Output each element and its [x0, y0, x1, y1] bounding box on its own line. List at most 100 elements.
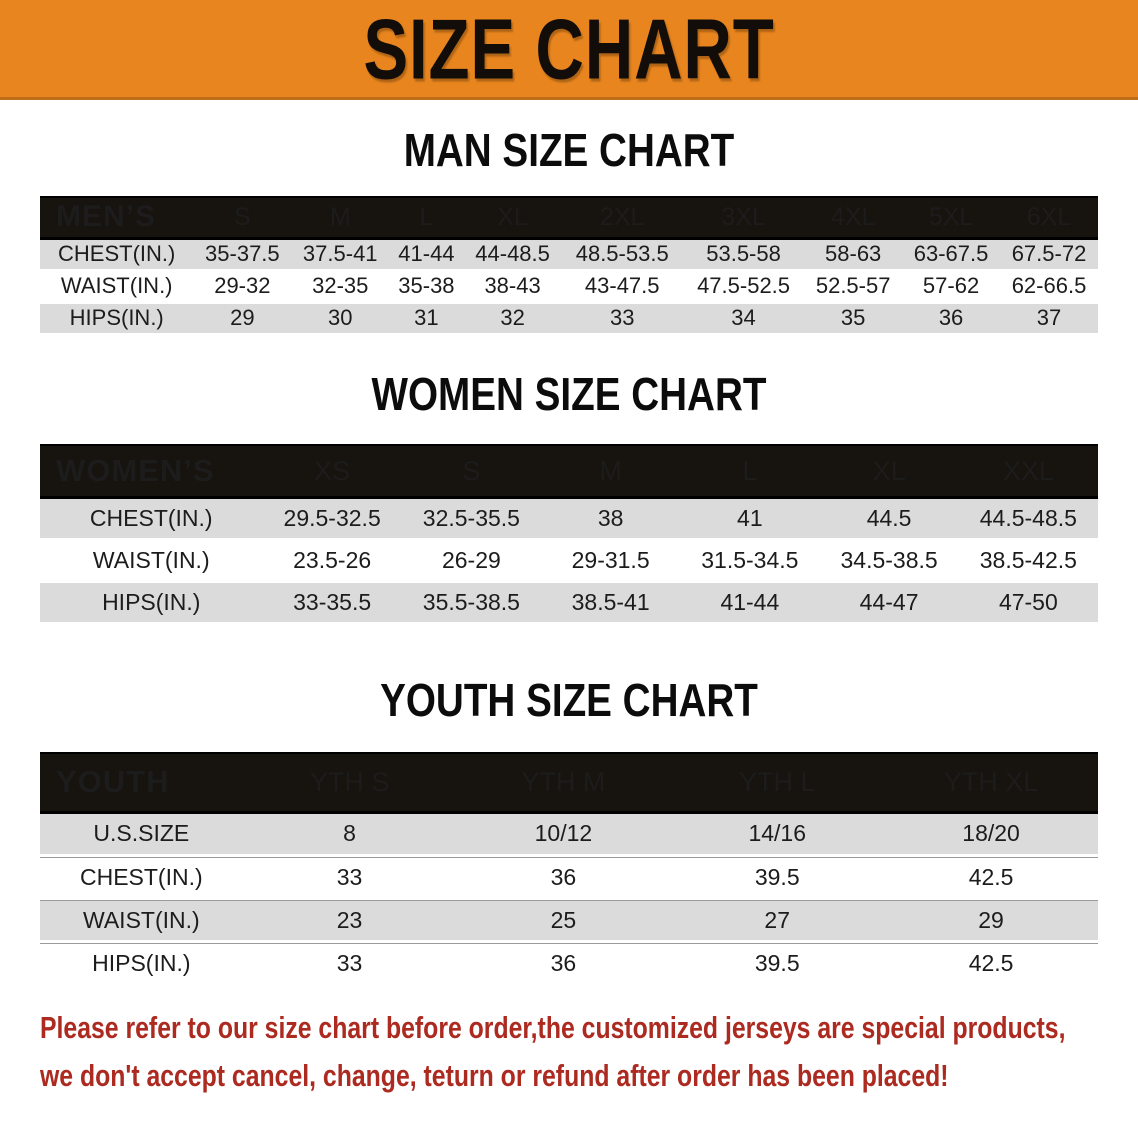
section-women: WOMEN SIZE CHART WOMEN’S XS S M L XL XXL CHEST(… [0, 367, 1138, 626]
table-header-row: YOUTH YTH S YTH M YTH L YTH XL [40, 751, 1098, 814]
measurement-value: 47-50 [958, 583, 1098, 626]
measurement-value: 33 [561, 303, 683, 336]
size-column-header: S [401, 444, 541, 500]
women-section-heading: WOMEN SIZE CHART [371, 367, 767, 420]
measurement-value: 43-47.5 [561, 271, 683, 304]
size-column-header: L [680, 444, 820, 500]
disclaimer-line-2: we don't accept cancel, change, teturn o… [40, 1057, 949, 1093]
measurement-value: 33 [242, 856, 457, 900]
size-column-header: YTH S [242, 751, 457, 814]
size-column-header: XXL [958, 444, 1098, 500]
table-title-cell: MEN’S [40, 195, 194, 240]
measurement-value: 10/12 [456, 813, 671, 857]
size-column-header: 3XL [682, 195, 805, 240]
women-size-table: WOMEN’S XS S M L XL XXL CHEST(IN.) 29.5-32.5 32.5… [40, 444, 1098, 626]
measurement-row: HIPS(IN.) 29 30 31 32 33 34 35 36 37 [40, 303, 1098, 336]
measurement-value: 32 [463, 303, 562, 336]
measurement-value: 52.5-57 [804, 271, 903, 304]
measurement-value: 29-32 [193, 271, 292, 304]
measurement-value: 38-43 [463, 271, 562, 304]
measurement-label: CHEST(IN.) [40, 499, 263, 542]
measurement-row: U.S.SIZE 8 10/12 14/16 18/20 [40, 813, 1098, 857]
measurement-row: HIPS(IN.) 33 36 39.5 42.5 [40, 942, 1098, 986]
size-column-header: 6XL [1000, 195, 1098, 240]
measurement-value: 35-37.5 [193, 239, 292, 272]
measurement-row: WAIST(IN.) 23.5-26 26-29 29-31.5 31.5-34.5 34… [40, 541, 1098, 584]
measurement-value: 53.5-58 [682, 239, 805, 272]
measurement-label: WAIST(IN.) [40, 271, 194, 304]
measurement-value: 36 [456, 856, 671, 900]
size-column-header: YTH XL [884, 751, 1098, 814]
measurement-value: 47.5-52.5 [682, 271, 805, 304]
measurement-value: 29 [193, 303, 292, 336]
measurement-value: 38 [541, 499, 681, 542]
measurement-value: 35-38 [389, 271, 464, 304]
measurement-row: CHEST(IN.) 29.5-32.5 32.5-35.5 38 41 44.5 44.5… [40, 499, 1098, 542]
disclaimer: Please refer to our size chart before or… [40, 1008, 1138, 1096]
measurement-value: 33-35.5 [262, 583, 402, 626]
measurement-label: U.S.SIZE [40, 813, 243, 857]
measurement-value: 31 [389, 303, 464, 336]
measurement-value: 32-35 [291, 271, 390, 304]
table-title-cell: WOMEN’S [40, 444, 263, 500]
section-men: MAN SIZE CHART MEN’S S M L XL 2XL 3XL 4XL 5XL 6XL… [0, 125, 1138, 336]
measurement-value: 38.5-42.5 [958, 541, 1098, 584]
measurement-value: 63-67.5 [902, 239, 1000, 272]
size-column-header: XL [819, 444, 959, 500]
size-column-header: XL [463, 195, 562, 240]
measurement-value: 29-31.5 [541, 541, 681, 584]
measurement-row: WAIST(IN.) 23 25 27 29 [40, 899, 1098, 943]
measurement-value: 36 [902, 303, 1000, 336]
banner-title: SIZE CHART [363, 0, 775, 97]
measurement-value: 39.5 [670, 942, 885, 986]
measurement-value: 8 [242, 813, 457, 857]
measurement-value: 37 [1000, 303, 1098, 336]
measurement-value: 44.5-48.5 [958, 499, 1098, 542]
measurement-row: HIPS(IN.) 33-35.5 35.5-38.5 38.5-41 41-44 44-… [40, 583, 1098, 626]
measurement-row: CHEST(IN.) 35-37.5 37.5-41 41-44 44-48.5 48.5… [40, 239, 1098, 272]
men-size-table: MEN’S S M L XL 2XL 3XL 4XL 5XL 6XL CHEST(IN.) 35-37… [40, 195, 1098, 336]
measurement-value: 27 [670, 899, 885, 943]
measurement-value: 35 [804, 303, 903, 336]
measurement-label: CHEST(IN.) [40, 239, 194, 272]
measurement-label: HIPS(IN.) [40, 583, 263, 626]
measurement-value: 62-66.5 [1000, 271, 1098, 304]
measurement-value: 41-44 [389, 239, 464, 272]
measurement-label: CHEST(IN.) [40, 856, 243, 900]
measurement-value: 34.5-38.5 [819, 541, 959, 584]
size-column-header: 2XL [561, 195, 683, 240]
measurement-value: 34 [682, 303, 805, 336]
size-column-header: YTH M [456, 751, 671, 814]
youth-size-table: YOUTH YTH S YTH M YTH L YTH XL U.S.SIZE 8 10/12… [40, 751, 1098, 986]
measurement-value: 29 [884, 899, 1098, 943]
section-youth: YOUTH SIZE CHART YOUTH YTH S YTH M YTH L YTH… [0, 675, 1138, 986]
table-header-row: MEN’S S M L XL 2XL 3XL 4XL 5XL 6XL [40, 195, 1098, 240]
measurement-value: 57-62 [902, 271, 1000, 304]
measurement-value: 42.5 [884, 942, 1098, 986]
size-column-header: L [389, 195, 464, 240]
measurement-row: WAIST(IN.) 29-32 32-35 35-38 38-43 43-47.5 47.… [40, 271, 1098, 304]
measurement-value: 38.5-41 [541, 583, 681, 626]
measurement-value: 26-29 [401, 541, 541, 584]
measurement-value: 58-63 [804, 239, 903, 272]
size-column-header: S [193, 195, 292, 240]
measurement-value: 18/20 [884, 813, 1098, 857]
disclaimer-line-1: Please refer to our size chart before or… [40, 1009, 1066, 1045]
measurement-value: 32.5-35.5 [401, 499, 541, 542]
size-column-header: YTH L [670, 751, 885, 814]
measurement-label: WAIST(IN.) [40, 541, 263, 584]
measurement-label: WAIST(IN.) [40, 899, 243, 943]
measurement-value: 44-48.5 [463, 239, 562, 272]
measurement-value: 30 [291, 303, 390, 336]
men-section-heading: MAN SIZE CHART [403, 124, 735, 176]
measurement-value: 25 [456, 899, 671, 943]
measurement-value: 41 [680, 499, 820, 542]
measurement-row: CHEST(IN.) 33 36 39.5 42.5 [40, 856, 1098, 900]
measurement-value: 35.5-38.5 [401, 583, 541, 626]
size-column-header: 4XL [804, 195, 903, 240]
youth-section-heading: YOUTH SIZE CHART [380, 674, 758, 727]
measurement-label: HIPS(IN.) [40, 942, 243, 986]
size-column-header: 5XL [902, 195, 1000, 240]
measurement-value: 42.5 [884, 856, 1098, 900]
measurement-value: 31.5-34.5 [680, 541, 820, 584]
